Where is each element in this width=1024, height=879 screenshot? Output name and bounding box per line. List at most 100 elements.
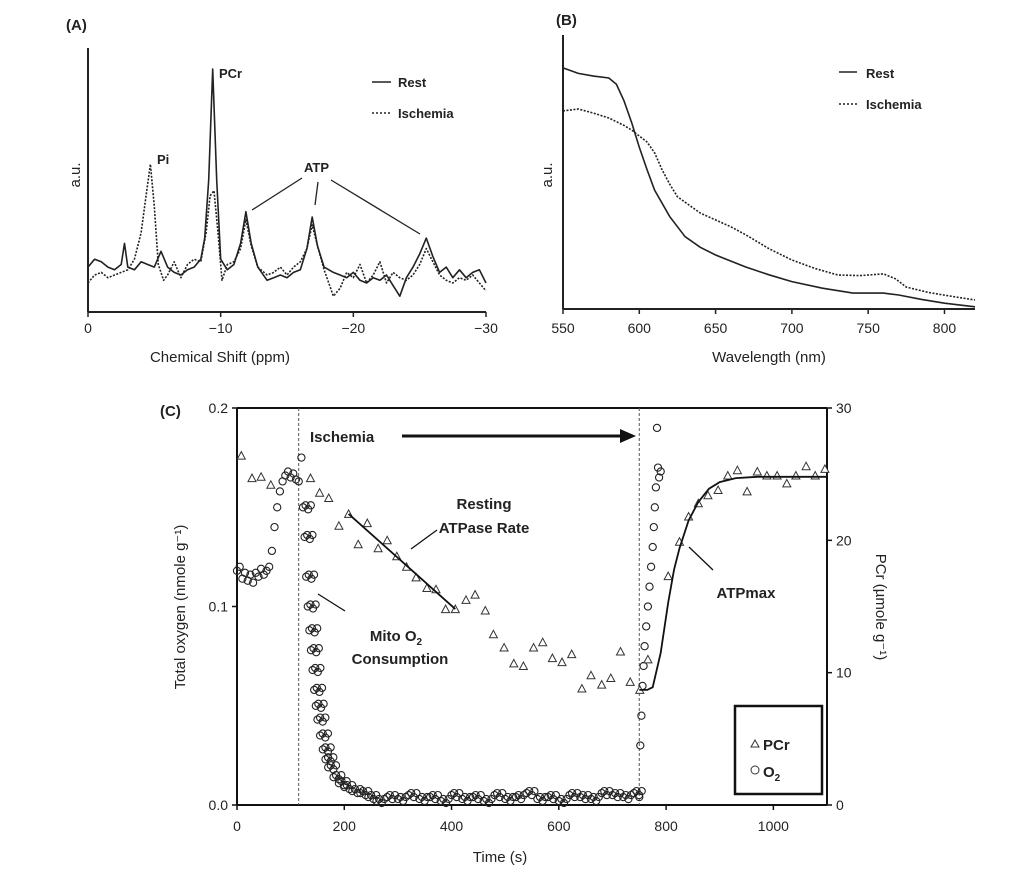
panel-c-y2label: PCr (µmole g⁻¹) (872, 554, 889, 661)
legend-ischemia-label: Ischemia (866, 97, 922, 112)
resting-atpase-fit-line (348, 513, 456, 610)
pcr-data-point (422, 582, 432, 592)
o2-data-point (479, 796, 488, 806)
pcr-data-point (586, 670, 596, 680)
o2-data-point (541, 792, 550, 802)
o2-data-point (291, 475, 301, 484)
pcr-data-point (411, 572, 421, 582)
pcr-data-point (470, 589, 480, 599)
pcr-data-point (537, 637, 548, 647)
pcr-data-point (547, 653, 558, 663)
pcr-data-point (305, 473, 316, 483)
o2-data-point (447, 790, 456, 800)
o2-data-point (308, 530, 317, 540)
o2-data-point (273, 503, 282, 512)
pcr-data-point (577, 683, 587, 693)
panel-a-x-tick-label: 0 (84, 320, 92, 336)
panel-a-xlabel: Chemical Shift (ppm) (150, 349, 290, 366)
o2-data-point (323, 729, 333, 738)
panel-b-x-tick-label: 550 (551, 320, 575, 336)
atpmax-pointer (688, 546, 714, 571)
triangle-marker-icon (750, 738, 760, 748)
pcr-data-point (625, 676, 636, 686)
o2-data-point (300, 532, 309, 542)
panel-c-y-tick-label: 0.0 (209, 797, 229, 813)
o2-data-point (629, 788, 639, 798)
o2-data-point (423, 792, 432, 802)
pcr-data-point (566, 649, 577, 659)
o2-data-point (297, 453, 306, 462)
pcr-data-point (488, 629, 499, 639)
o2-data-point (554, 796, 563, 806)
o2-data-point (294, 477, 303, 486)
o2-data-point (639, 661, 648, 671)
panel-c-x-tick-label: 800 (654, 818, 678, 834)
panel-b-x-tick-label: 600 (628, 320, 652, 336)
o2-data-point (317, 683, 327, 693)
resting-pointer (410, 529, 438, 550)
o2-data-point (303, 602, 312, 611)
panel-b-x-tick-label: 650 (704, 320, 728, 336)
o2-data-point (648, 542, 657, 552)
o2-data-point (337, 771, 346, 780)
o2-data-point (511, 792, 521, 802)
o2-data-point (311, 701, 320, 710)
o2-data-point (501, 794, 510, 804)
mito-annotation-line2: Consumption (352, 651, 449, 668)
legend-rest-label: Rest (866, 66, 895, 81)
legend-o2-label: O2 (763, 764, 781, 784)
o2-data-point (436, 796, 445, 806)
o2-data-point (319, 699, 328, 708)
o2-data-point (468, 792, 478, 802)
panel-c-label: (C) (160, 403, 181, 420)
panel-a-x-tick-label: −30 (474, 320, 498, 336)
pcr-data-point (643, 654, 653, 664)
ischemia-arrow (402, 429, 636, 443)
pcr-data-point (752, 466, 763, 476)
panel-a-annotation-atp: ATP (304, 160, 329, 175)
panel-a-series-rest (87, 68, 487, 297)
o2-data-point (458, 794, 467, 804)
panel-a-x-tick-label: −10 (209, 320, 233, 336)
mito-annotation-line1: Mito O2 (370, 628, 423, 648)
panel-c-ylabel: Total oxygen (nmole g⁻¹) (172, 525, 189, 690)
panel-b-x-tick-label: 700 (780, 320, 804, 336)
o2-data-point (646, 562, 656, 571)
o2-data-point (308, 665, 317, 675)
mito-pointer (317, 593, 346, 612)
pcr-data-point (362, 518, 373, 528)
o2-data-point (640, 642, 649, 651)
pcr-data-point (236, 450, 247, 460)
o2-data-point (321, 755, 330, 764)
o2-data-point (425, 792, 435, 802)
circle-marker-icon (750, 765, 760, 775)
panel-a-label: (A) (66, 17, 87, 34)
pcr-data-point (762, 470, 772, 480)
o2-data-point (404, 790, 413, 800)
o2-data-point (324, 763, 333, 772)
panel-b-series-rest (562, 67, 976, 308)
pcr-data-point (508, 658, 519, 668)
o2-data-point (329, 773, 338, 782)
pcr-data-point (703, 490, 713, 500)
o2-data-point (543, 792, 553, 802)
pcr-data-point (810, 470, 821, 480)
o2-data-point (652, 423, 662, 433)
o2-data-point (645, 582, 654, 591)
o2-data-point (642, 622, 651, 631)
panel-c-x-tick-label: 400 (440, 818, 464, 834)
o2-data-point (240, 568, 250, 577)
o2-data-point (530, 786, 539, 796)
pcr-data-point (605, 672, 616, 682)
pcr-data-point (334, 520, 344, 530)
panel-b-xlabel: Wavelength (nm) (712, 349, 826, 366)
o2-data-point (298, 503, 308, 512)
panel-c-y-tick-label: 0.2 (209, 400, 229, 416)
pcr-data-point (781, 478, 792, 488)
panel-c-y2-tick-label: 10 (836, 665, 852, 681)
pcr-data-point (801, 461, 811, 471)
o2-data-point (334, 779, 344, 788)
o2-data-point (310, 685, 319, 695)
pcr-data-point (440, 604, 451, 614)
pcr-data-point (742, 486, 752, 496)
